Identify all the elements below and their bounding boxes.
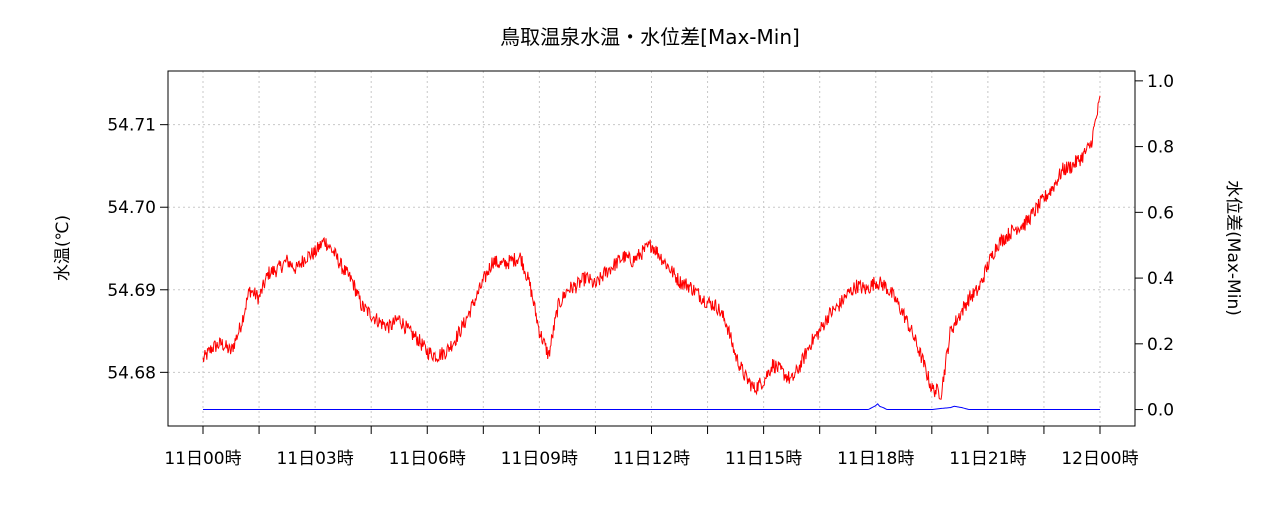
y-right-tick-label: 0.8 [1147,138,1174,158]
series-line-level-diff [203,403,1100,411]
series-line-temperature [202,95,1101,400]
x-tick-label: 11日03時 [276,449,353,469]
x-tick-label: 11日06時 [389,449,466,469]
x-tick-label: 11日15時 [725,449,802,469]
y-left-tick-label: 54.71 [107,116,156,136]
y-axis-left-title: 水温(℃) [53,215,73,281]
y-right-tick-label: 0.6 [1147,203,1174,223]
y-axis-right: 0.0 0.2 0.4 0.6 0.8 1.0 [1135,72,1174,421]
x-tick-label: 11日12時 [613,449,690,469]
y-right-tick-label: 0.2 [1147,335,1174,355]
y-axis-left: 54.68 54.69 54.70 54.71 [107,116,168,383]
series-layer [202,95,1101,411]
x-tick-label: 11日21時 [949,449,1026,469]
x-tick-label: 11日09時 [501,449,578,469]
x-tick-label: 12日00時 [1061,449,1138,469]
x-tick-label: 11日18時 [837,449,914,469]
y-axis-right-title: 水位差(Max-Min) [1223,180,1243,316]
y-right-tick-label: 0.4 [1147,269,1174,289]
y-left-tick-label: 54.69 [107,281,156,301]
x-tick-label: 11日00時 [164,449,241,469]
y-left-tick-label: 54.68 [107,363,156,383]
y-left-tick-label: 54.70 [107,198,156,218]
y-right-tick-label: 0.0 [1147,401,1174,421]
y-right-tick-label: 1.0 [1147,72,1174,92]
grid [168,71,1135,426]
chart-title: 鳥取温泉水温・水位差[Max-Min] [500,25,800,49]
x-axis: 11日00時 11日03時 11日06時 11日09時 11日12時 11日15時 11日1… [164,426,1139,469]
